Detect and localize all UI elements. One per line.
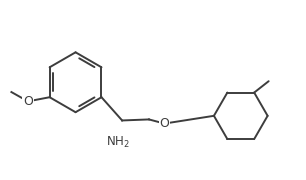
Text: NH$_2$: NH$_2$ (106, 135, 130, 150)
Text: O: O (159, 117, 170, 130)
Text: O: O (23, 95, 33, 108)
